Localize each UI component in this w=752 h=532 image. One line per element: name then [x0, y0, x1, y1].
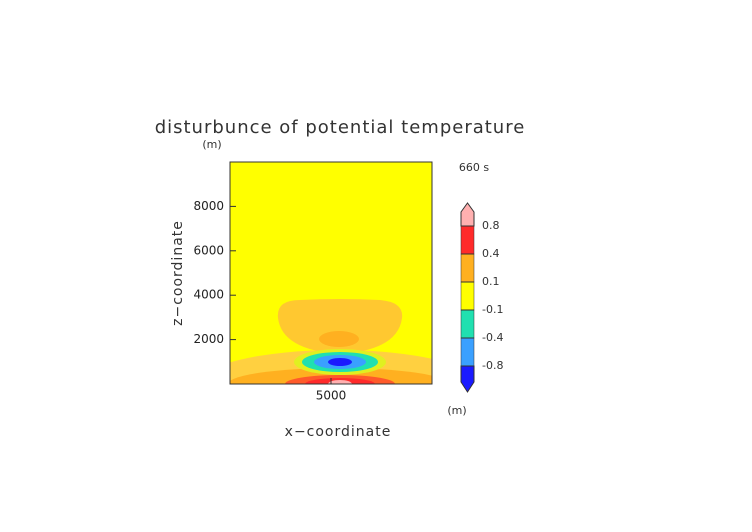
x-axis-label: x−coordinate: [285, 424, 392, 440]
colorbar-segment: [460, 225, 475, 255]
colorbar-tick-label: -0.8: [482, 359, 503, 372]
y-tick-label: 6000: [193, 243, 224, 257]
y-axis-label: z−coordinate: [170, 220, 186, 326]
colorbar-segment: [460, 281, 475, 311]
contour: [277, 299, 403, 354]
y-tick-label: 4000: [193, 288, 224, 302]
field: [229, 161, 433, 385]
colorbar-extend-high: [460, 202, 475, 227]
colorbar-tick-label: -0.1: [482, 303, 503, 316]
y-tick-label: 2000: [193, 332, 224, 346]
x-unit: (m): [447, 404, 466, 417]
contour: [328, 358, 352, 366]
annotation: 660 s: [459, 161, 489, 174]
colorbar-tick-label: 0.8: [482, 219, 500, 232]
colorbar-tick-label: 0.1: [482, 275, 500, 288]
colorbar-tick-label: 0.4: [482, 247, 500, 260]
y-unit: (m): [202, 138, 221, 151]
contour: [328, 380, 352, 384]
colorbar-tick-label: -0.4: [482, 331, 503, 344]
y-tick-label: 8000: [193, 199, 224, 213]
colorbar-segment: [460, 337, 475, 367]
colorbar-segment: [460, 309, 475, 339]
contour: [319, 331, 359, 347]
chart-title: disturbunce of potential temperature: [155, 117, 526, 138]
colorbar-extend-low: [460, 365, 475, 393]
colorbar-segment: [460, 253, 475, 283]
x-tick-label: 5000: [316, 389, 347, 403]
